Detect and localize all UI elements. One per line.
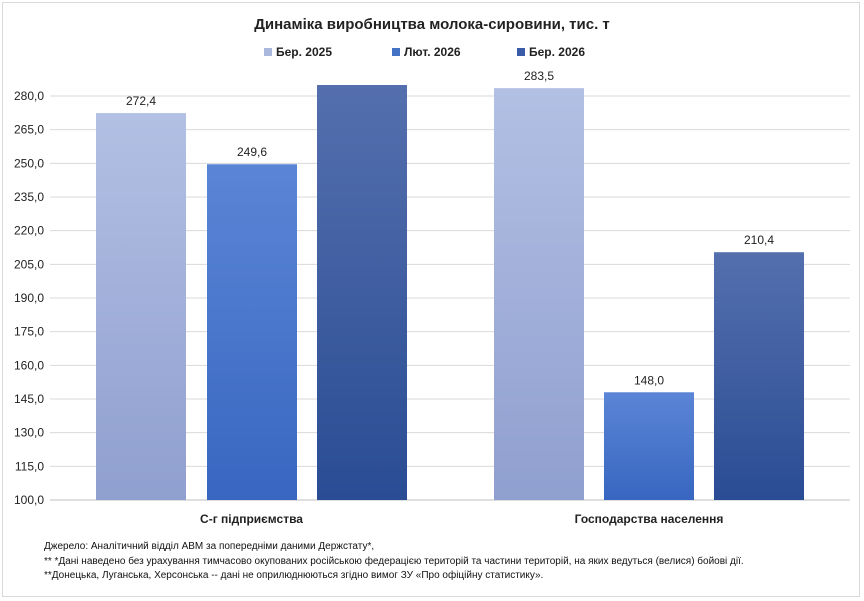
data-label: 210,4	[744, 233, 774, 247]
bar	[96, 113, 186, 501]
bar	[604, 392, 694, 500]
y-tick-label: 100,0	[14, 493, 44, 507]
y-tick-label: 280,0	[14, 89, 44, 103]
y-tick-label: 265,0	[14, 123, 44, 137]
y-tick-label: 190,0	[14, 291, 44, 305]
legend-item-lyut-2026: Лют. 2026	[392, 45, 461, 59]
data-label: 283,5	[524, 69, 554, 83]
bar	[317, 85, 407, 500]
footnotes: Джерело: Аналітичний відділ АВМ за попер…	[44, 540, 744, 584]
y-tick-label: 250,0	[14, 156, 44, 170]
data-label: 249,6	[237, 145, 267, 159]
y-tick-label: 235,0	[14, 190, 44, 204]
legend: Бер. 2025 Лют. 2026 Бер. 2026	[0, 45, 864, 61]
note-regions: **Донецька, Луганська, Херсонська -- дан…	[44, 570, 544, 581]
bar	[207, 164, 297, 500]
note-territories: ** *Дані наведено без урахування тимчасо…	[44, 555, 744, 567]
y-tick-label: 220,0	[14, 224, 44, 238]
plot-area: 100,0 115,0 130,0 145,0 160,0 175,0 190,0 205,0…	[14, 69, 850, 526]
bar	[494, 88, 584, 501]
bar	[714, 252, 804, 500]
legend-label: Бер. 2026	[529, 45, 585, 59]
legend-label: Бер. 2025	[276, 45, 332, 59]
legend-item-ber-2025: Бер. 2025	[264, 45, 332, 59]
legend-swatch	[392, 48, 400, 56]
data-label: 272,4	[126, 94, 156, 108]
y-tick-label: 130,0	[14, 426, 44, 440]
x-category-label: Господарства населення	[575, 512, 724, 526]
chart-title: Динаміка виробництва молока-сировини, ти…	[254, 16, 610, 33]
legend-swatch	[264, 48, 272, 56]
y-tick-label: 175,0	[14, 325, 44, 339]
legend-label: Лют. 2026	[404, 45, 461, 59]
y-tick-label: 205,0	[14, 257, 44, 271]
data-label: 148,0	[634, 373, 664, 387]
y-tick-label: 160,0	[14, 358, 44, 372]
y-tick-label: 115,0	[15, 459, 44, 473]
x-category-label: С-г підприємства	[200, 512, 303, 526]
y-tick-label: 145,0	[14, 392, 44, 406]
legend-swatch	[517, 48, 525, 56]
note-source: Джерело: Аналітичний відділ АВМ за попер…	[44, 541, 375, 552]
legend-item-ber-2026: Бер. 2026	[517, 45, 585, 59]
